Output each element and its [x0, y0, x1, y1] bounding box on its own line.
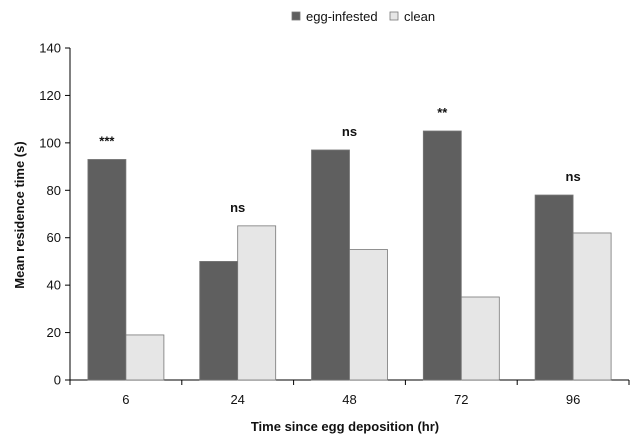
bar-clean-96: [573, 233, 611, 380]
bar-clean-24: [238, 226, 276, 380]
x-axis: 6 24 48 72 96: [70, 380, 629, 407]
legend-label-clean: clean: [404, 9, 435, 24]
x-axis-title: Time since egg deposition (hr): [251, 419, 439, 434]
bar-clean-72: [461, 297, 499, 380]
x-tick-label: 48: [342, 392, 356, 407]
y-tick-label: 0: [54, 373, 61, 388]
y-tick-label: 60: [47, 230, 61, 245]
legend-label-egg-infested: egg-infested: [306, 9, 378, 24]
significance-label: ***: [99, 133, 115, 148]
y-tick-label: 140: [39, 41, 61, 56]
bar-egg-infested-6: [88, 159, 126, 380]
significance-label: ns: [342, 124, 357, 139]
bar-clean-48: [350, 250, 388, 380]
bar-egg-infested-72: [423, 131, 461, 380]
bar-egg-infested-48: [312, 150, 350, 380]
y-tick-label: 100: [39, 135, 61, 150]
y-tick-label: 80: [47, 183, 61, 198]
x-tick-label: 24: [230, 392, 244, 407]
bars: [88, 131, 611, 380]
x-tick-label: 6: [122, 392, 129, 407]
legend-swatch-egg-infested: [292, 12, 300, 20]
legend-swatch-clean: [390, 12, 398, 20]
significance-label: **: [437, 105, 448, 120]
legend: egg-infested clean: [292, 9, 435, 24]
x-tick-label: 72: [454, 392, 468, 407]
y-tick-label: 20: [47, 325, 61, 340]
x-tick-label: 96: [566, 392, 580, 407]
bar-egg-infested-24: [200, 261, 238, 380]
y-axis-title: Mean residence time (s): [12, 141, 27, 288]
y-axis: 0 20 40 60 80 100 120 140: [39, 41, 70, 388]
y-tick-label: 40: [47, 278, 61, 293]
bar-egg-infested-96: [535, 195, 573, 380]
significance-label: ns: [230, 200, 245, 215]
bar-clean-6: [126, 335, 164, 380]
y-tick-label: 120: [39, 88, 61, 103]
significance-label: ns: [566, 169, 581, 184]
